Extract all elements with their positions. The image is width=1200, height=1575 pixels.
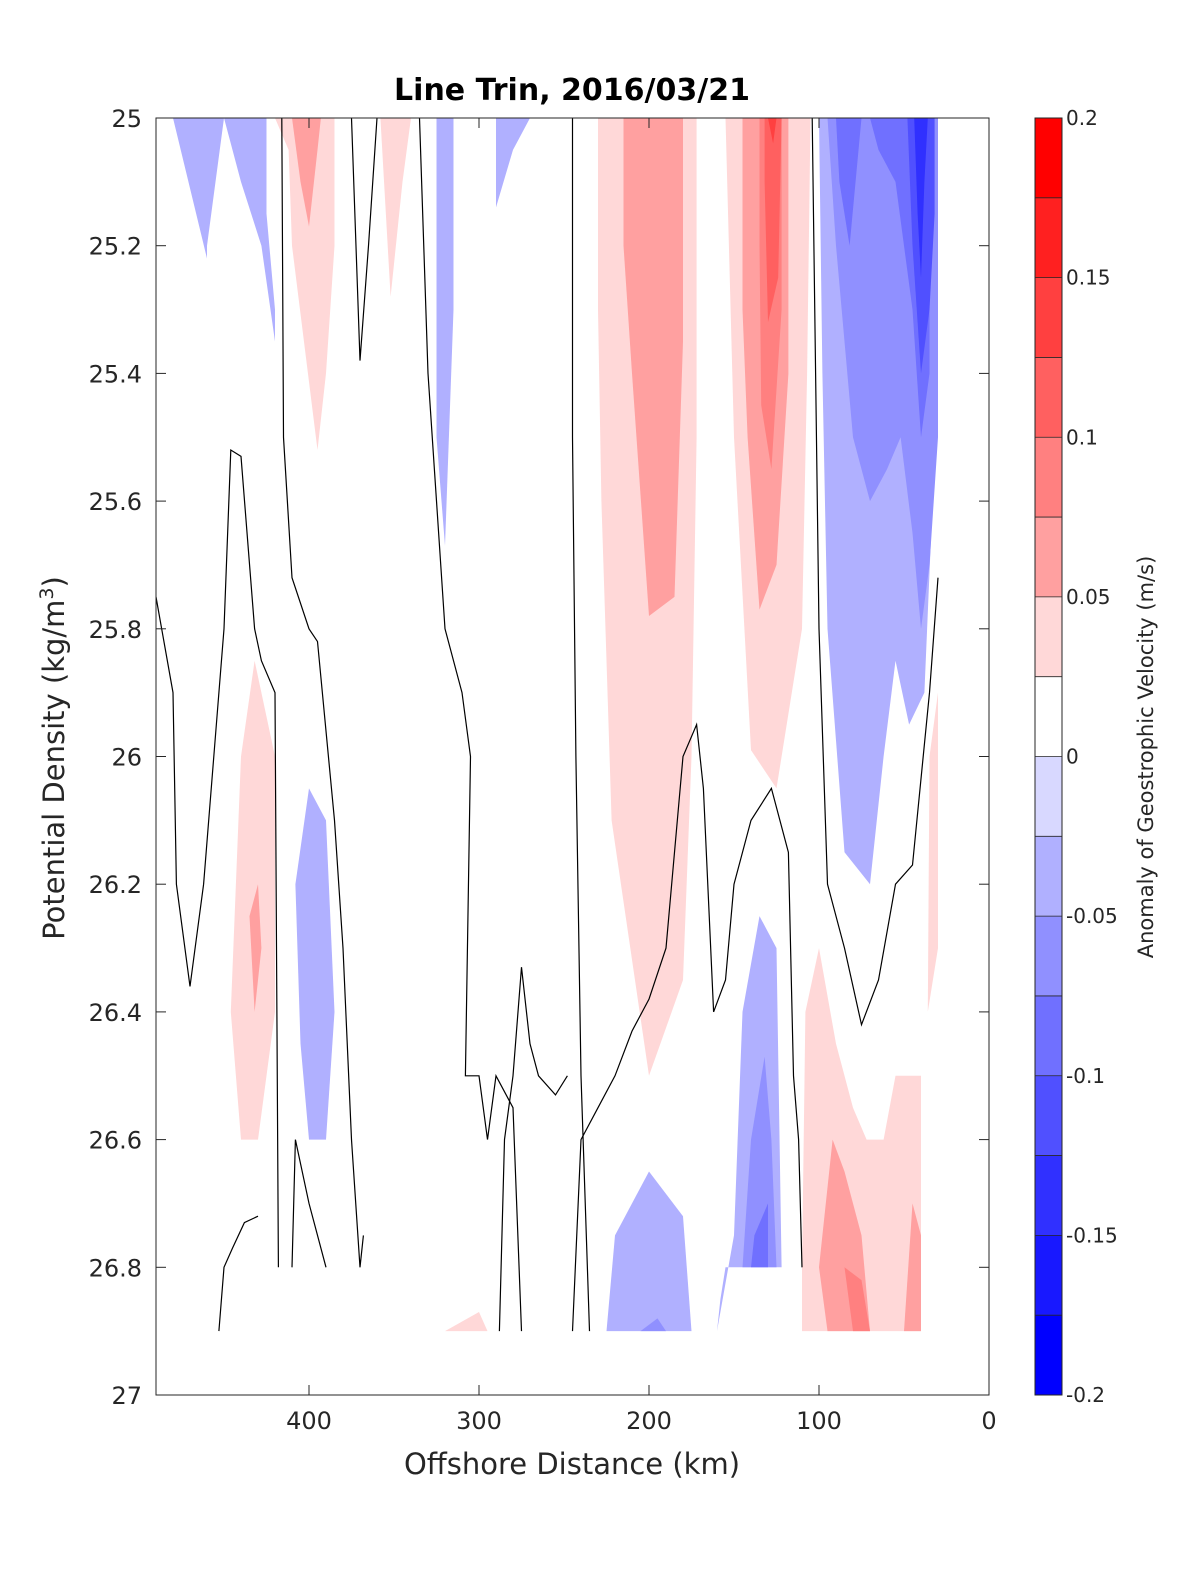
colorbar-tick-label: -0.2 — [1066, 1383, 1105, 1407]
plot-area: 400 300 200 100 0 25 25.2 25.4 25.6 25.8 26 26.2 26… — [89, 105, 997, 1435]
colorbar-tick-label: -0.05 — [1066, 904, 1118, 928]
contour-region-29 — [751, 1203, 768, 1268]
zero-contour-8 — [498, 967, 568, 1332]
x-tick-label: 0 — [981, 1407, 996, 1435]
y-tick-label: 25 — [111, 105, 142, 133]
contour-region-32 — [844, 1267, 870, 1332]
contour-region-13 — [768, 118, 777, 144]
colorbar-ticks: 0.2 0.15 0.1 0.05 0 -0.05 -0.1 -0.15 -0.2 — [1066, 106, 1118, 1407]
colorbar-band — [1035, 197, 1062, 279]
contour-region-4 — [380, 118, 411, 297]
zero-contour-4 — [291, 1139, 327, 1268]
colorbar-tick-label: 0 — [1066, 745, 1079, 769]
contour-region-1 — [224, 118, 275, 342]
contour-region-3 — [292, 118, 321, 227]
zero-contour-5 — [418, 118, 523, 1332]
zero-contour-1 — [218, 1215, 259, 1332]
colorbar-tick-label: -0.15 — [1066, 1223, 1118, 1247]
colorbar-band — [1035, 277, 1062, 358]
x-axis-label: Offshore Distance (km) — [404, 1447, 740, 1481]
colorbar-frame — [1034, 117, 1063, 1396]
colorbar-band — [1035, 1315, 1062, 1396]
contour-region-26 — [640, 1318, 666, 1332]
contour-region-22 — [249, 884, 262, 1012]
zero-contour-lines — [156, 118, 939, 1332]
y-tick-label: 25.4 — [89, 360, 142, 388]
colorbar-band — [1035, 357, 1062, 438]
zero-contour-9 — [811, 118, 939, 1027]
colorbar: 0.2 0.15 0.1 0.05 0 -0.05 -0.1 -0.15 -0.2 Anomal… — [1034, 106, 1158, 1407]
colorbar-label: Anomaly of Geostrophic Velocity (m/s) — [1134, 556, 1158, 959]
y-tick-label: 25.2 — [89, 233, 142, 261]
colorbar-band — [1035, 916, 1062, 997]
colorbar-tick-label: 0.15 — [1066, 266, 1111, 290]
colorbar-band — [1035, 676, 1062, 757]
x-axis-ticks: 400 300 200 100 0 — [286, 118, 997, 1435]
contour-region-5 — [436, 118, 454, 546]
contour-region-0 — [173, 118, 224, 259]
zero-contour-2 — [281, 118, 364, 1268]
colorbar-band — [1035, 836, 1062, 917]
colorbar-tick-label: 0.1 — [1066, 425, 1098, 449]
y-axis-ticks: 25 25.2 25.4 25.6 25.8 26 26.2 26.4 26.6 26.8 27 — [89, 105, 989, 1410]
y-tick-label: 26 — [111, 744, 142, 772]
contour-region-12 — [764, 118, 782, 323]
colorbar-band — [1035, 517, 1062, 598]
zero-contour-0 — [156, 448, 279, 1268]
filled-contours — [173, 118, 938, 1332]
x-tick-label: 200 — [626, 1407, 672, 1435]
y-axis-label: Potential Density (kg/m3) — [36, 576, 71, 940]
colorbar-band — [1035, 995, 1062, 1077]
y-tick-label: 26.2 — [89, 871, 142, 899]
colorbar-tick-label: 0.2 — [1066, 106, 1098, 130]
colorbar-band — [1035, 596, 1062, 678]
colorbar-tick-label: -0.1 — [1066, 1064, 1105, 1088]
contour-region-6 — [496, 118, 530, 208]
colorbar-band — [1035, 756, 1062, 837]
contour-region-25 — [606, 1171, 692, 1332]
contour-region-24 — [445, 1312, 488, 1332]
colorbar-band — [1035, 437, 1062, 518]
contour-region-16 — [836, 118, 862, 246]
contour-region-23 — [295, 788, 335, 1140]
colorbar-bands — [1035, 118, 1062, 1396]
colorbar-tick-label: 0.05 — [1066, 585, 1111, 609]
colorbar-band — [1035, 1235, 1062, 1316]
colorbar-band — [1035, 1075, 1062, 1157]
contour-region-8 — [623, 118, 683, 616]
contour-region-20 — [927, 692, 938, 1012]
x-tick-label: 300 — [456, 1407, 502, 1435]
contour-region-19 — [914, 118, 928, 278]
chart-title: Line Trin, 2016/03/21 — [394, 73, 750, 108]
y-tick-label: 26.8 — [89, 1254, 142, 1282]
zero-contour-6 — [571, 118, 591, 1332]
contour-region-21 — [230, 660, 275, 1140]
colorbar-band — [1035, 1155, 1062, 1236]
colorbar-band — [1035, 118, 1062, 199]
y-tick-label: 25.6 — [89, 488, 142, 516]
y-tick-label: 26.6 — [89, 1127, 142, 1155]
contour-region-2 — [275, 118, 335, 450]
y-tick-label: 25.8 — [89, 616, 142, 644]
zero-contour-7 — [571, 722, 803, 1332]
y-tick-label: 27 — [111, 1382, 142, 1410]
x-tick-label: 400 — [286, 1407, 332, 1435]
x-tick-label: 100 — [796, 1407, 842, 1435]
y-tick-label: 26.4 — [89, 999, 142, 1027]
zero-contour-3 — [350, 118, 378, 361]
contour-region-33 — [904, 1203, 921, 1332]
